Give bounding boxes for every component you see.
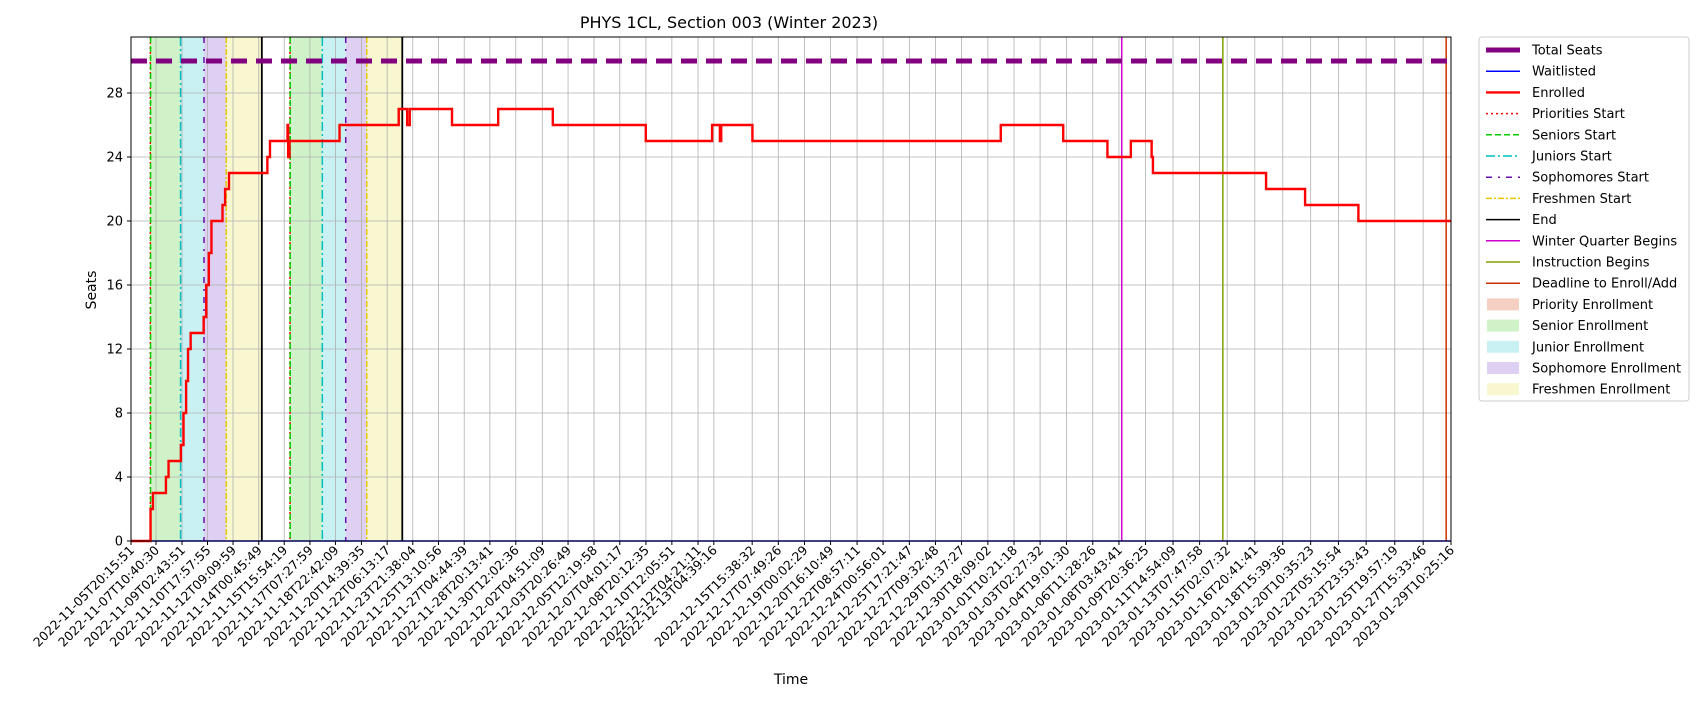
legend-swatch (1487, 362, 1519, 374)
y-tick-label: 24 (106, 151, 123, 166)
legend-swatch (1487, 383, 1519, 396)
chart-title: PHYS 1CL, Section 003 (Winter 2023) (580, 13, 878, 32)
legend-item-band-freshmen: Freshmen Enrollment (1487, 383, 1670, 398)
legend-label: Freshmen Enrollment (1532, 383, 1670, 398)
legend-item-priorities: Priorities Start (1486, 107, 1625, 122)
legend-label: Priorities Start (1532, 107, 1625, 122)
legend-swatch (1487, 340, 1519, 353)
chart-legend: Total Seats Waitlisted Enrolled Priorities … (1478, 36, 1690, 402)
legend-item-sophomores: Sophomores Start (1486, 171, 1649, 186)
legend-label: End (1532, 213, 1557, 228)
legend-item-band-senior: Senior Enrollment (1487, 319, 1648, 334)
legend-label: Juniors Start (1531, 150, 1612, 165)
legend-item-enrolled: Enrolled (1486, 86, 1585, 101)
legend-swatch (1487, 319, 1519, 332)
y-tick-label: 28 (106, 87, 123, 102)
legend-item-freshmen: Freshmen Start (1486, 192, 1631, 207)
legend-item-band-priority: Priority Enrollment (1487, 298, 1653, 313)
band-senior (290, 37, 323, 541)
event-markers (149, 37, 1447, 541)
legend-label: Junior Enrollment (1531, 340, 1644, 355)
legend-swatch (1487, 298, 1519, 311)
y-tick-label: 0 (115, 535, 123, 550)
y-tick-label: 20 (106, 215, 123, 230)
legend-box (1478, 36, 1690, 402)
legend-label: Waitlisted (1532, 65, 1596, 80)
x-axis-ticks: 2022-11-05T20:15:512022-11-07T10:40:3020… (30, 541, 1457, 650)
legend-label: Instruction Begins (1532, 256, 1650, 271)
legend-label: Senior Enrollment (1532, 319, 1648, 334)
legend-label: Freshmen Start (1532, 192, 1631, 207)
legend-item-band-sophomore: Sophomore Enrollment (1487, 362, 1681, 377)
band-sophomore (345, 37, 367, 541)
legend-item-juniors: Juniors Start (1486, 150, 1612, 165)
enrollment-bands (150, 37, 403, 541)
legend-item-end: End (1486, 213, 1557, 228)
band-senior (150, 37, 181, 541)
legend-label: Winter Quarter Begins (1532, 234, 1677, 249)
legend-label: Enrolled (1532, 86, 1585, 101)
legend-item-seniors: Seniors Start (1486, 128, 1616, 143)
y-tick-label: 16 (106, 279, 123, 294)
band-freshmen (366, 37, 403, 541)
legend-item-total: Total Seats (1486, 44, 1603, 59)
legend-label: Seniors Start (1532, 128, 1616, 143)
legend-item-deadline: Deadline to Enroll/Add (1486, 277, 1677, 292)
y-axis-label: Seats (84, 271, 100, 310)
legend-label: Deadline to Enroll/Add (1532, 277, 1677, 292)
legend-label: Priority Enrollment (1532, 298, 1653, 313)
y-tick-label: 4 (115, 471, 123, 486)
y-tick-label: 12 (106, 343, 123, 358)
legend-label: Sophomore Enrollment (1532, 362, 1681, 377)
legend-item-instruction: Instruction Begins (1486, 256, 1650, 271)
band-junior (180, 37, 204, 541)
plot-frame (130, 36, 1452, 542)
y-axis-ticks: 0 4 8 12 16 20 24 28 (106, 87, 131, 550)
y-tick-label: 8 (115, 407, 123, 422)
legend-label: Sophomores Start (1532, 171, 1649, 186)
x-axis-label: Time (773, 672, 808, 688)
legend-item-quarter: Winter Quarter Begins (1486, 234, 1677, 249)
band-freshmen (226, 37, 262, 541)
legend-item-waitlisted: Waitlisted (1486, 65, 1596, 80)
series-enrolled (131, 107, 1451, 543)
band-sophomore (203, 37, 227, 541)
band-junior (322, 37, 346, 541)
legend-label: Total Seats (1531, 44, 1603, 59)
legend-item-band-junior: Junior Enrollment (1487, 340, 1644, 355)
